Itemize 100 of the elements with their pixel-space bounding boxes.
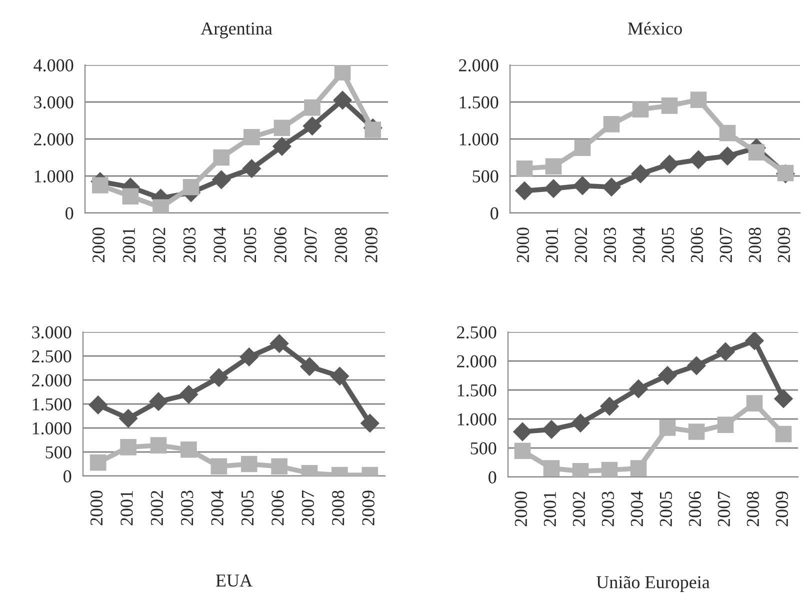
- text: EUA: [216, 574, 252, 587]
- x-tick-label: 2006: [274, 227, 286, 262]
- point: [240, 456, 258, 472]
- text: União Europeia: [596, 576, 710, 592]
- x-tick-label: 2005: [241, 490, 254, 526]
- chart-title: México: [628, 22, 682, 35]
- point: [242, 159, 262, 178]
- point: [150, 437, 167, 454]
- x-tick-label: 2002: [574, 228, 588, 262]
- point: [514, 442, 531, 460]
- x-tick-label: 2003: [604, 228, 616, 262]
- x-tick-label: 2006: [272, 490, 284, 526]
- x-tick-label: 2004: [630, 491, 644, 526]
- x-tick-label: 2001: [546, 228, 558, 262]
- point: [544, 179, 563, 198]
- point: [775, 426, 792, 442]
- x-tick-label: 2009: [778, 228, 790, 262]
- point: [304, 99, 320, 116]
- x-tick-label: 2006: [690, 227, 704, 262]
- x-tick-label: 2009: [776, 492, 788, 526]
- point: [661, 98, 678, 114]
- y-tick-label: 0: [66, 207, 74, 220]
- chart-title: Argentina: [200, 22, 272, 38]
- y-tick-label: 4.000: [34, 59, 74, 72]
- point: [210, 458, 228, 475]
- point: [545, 158, 562, 175]
- x-tick-label: 2001: [120, 490, 133, 526]
- point: [746, 395, 763, 412]
- x-tick-label: 2000: [516, 228, 530, 262]
- y-tick-label: 500: [470, 442, 496, 454]
- point: [631, 164, 650, 184]
- point: [179, 385, 198, 404]
- x-tick-label: 2003: [183, 228, 196, 262]
- point: [513, 422, 532, 442]
- y-tick-label: 500: [472, 170, 498, 182]
- y-tick-label: 2.000: [457, 355, 496, 368]
- point: [718, 146, 737, 166]
- x-tick-label: 2001: [122, 228, 135, 262]
- y-tick-label: 1.500: [32, 398, 72, 411]
- x-tick-label: 2009: [362, 490, 374, 526]
- x-tick-label: 2000: [90, 490, 103, 526]
- y-tick-label: 2.000: [459, 59, 498, 72]
- point: [571, 414, 590, 432]
- x-tick-label: 2000: [92, 228, 105, 262]
- point: [360, 414, 380, 433]
- point: [270, 334, 289, 353]
- y-tick-label: 500: [46, 446, 72, 458]
- point: [542, 420, 561, 439]
- y-tick-label: 2.000: [34, 133, 74, 146]
- point: [573, 176, 592, 195]
- x-tick-label: 2002: [572, 492, 586, 526]
- point: [572, 463, 589, 477]
- point: [333, 90, 352, 110]
- x-tick-label: 2001: [544, 492, 556, 526]
- x-tick-label: 2000: [514, 492, 528, 526]
- point: [182, 178, 200, 196]
- point: [515, 181, 534, 200]
- y-tick-label: 0: [490, 207, 498, 220]
- point: [774, 389, 793, 408]
- x-tick-label: 2004: [211, 490, 224, 526]
- point: [90, 454, 106, 471]
- point: [543, 460, 560, 476]
- x-tick-label: 2007: [718, 491, 730, 526]
- point: [88, 396, 108, 414]
- x-tick-label: 2004: [214, 227, 226, 262]
- x-tick-label: 2002: [150, 490, 164, 526]
- point: [719, 124, 736, 142]
- x-tick-label: 2004: [632, 227, 646, 262]
- x-tick-label: 2006: [688, 491, 702, 526]
- point: [574, 140, 591, 156]
- y-tick-label: 2.000: [32, 374, 72, 387]
- point: [660, 154, 679, 174]
- y-tick-label: 0: [488, 471, 496, 484]
- point: [272, 137, 292, 156]
- x-tick-label: 2007: [720, 227, 732, 262]
- point: [92, 177, 108, 194]
- point: [630, 460, 647, 476]
- x-tick-label: 2007: [304, 227, 317, 262]
- point: [364, 122, 382, 138]
- x-tick-label: 2003: [181, 490, 194, 526]
- x-tick-label: 2005: [244, 228, 256, 262]
- x-tick-label: 2002: [153, 228, 166, 262]
- point: [240, 348, 258, 366]
- point: [748, 144, 765, 160]
- point: [274, 120, 290, 136]
- point: [632, 101, 649, 118]
- point: [210, 368, 228, 387]
- point: [658, 366, 677, 385]
- x-tick-label: 2003: [602, 492, 614, 526]
- point: [629, 379, 648, 398]
- x-tick-label: 2008: [748, 228, 762, 262]
- y-tick-label: 1.000: [458, 413, 496, 426]
- point: [603, 116, 620, 132]
- y-tick-label: 1.000: [32, 422, 72, 435]
- point: [120, 439, 136, 456]
- point: [243, 128, 260, 146]
- y-tick-label: 1.000: [34, 170, 74, 183]
- y-tick-label: 0: [64, 470, 72, 482]
- y-tick-label: 3.000: [34, 96, 74, 109]
- y-tick-label: 1.500: [460, 96, 498, 109]
